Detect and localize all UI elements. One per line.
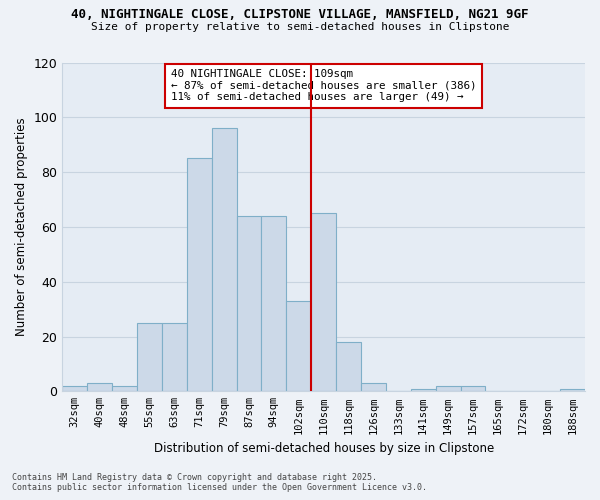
Bar — [436, 386, 461, 392]
Bar — [336, 342, 361, 392]
Bar — [137, 323, 162, 392]
Bar — [361, 383, 386, 392]
Bar — [461, 386, 485, 392]
Text: Size of property relative to semi-detached houses in Clipstone: Size of property relative to semi-detach… — [91, 22, 509, 32]
Bar — [87, 383, 112, 392]
Bar — [262, 216, 286, 392]
Text: 40, NIGHTINGALE CLOSE, CLIPSTONE VILLAGE, MANSFIELD, NG21 9GF: 40, NIGHTINGALE CLOSE, CLIPSTONE VILLAGE… — [71, 8, 529, 20]
Bar — [311, 213, 336, 392]
Bar — [411, 388, 436, 392]
Bar — [62, 386, 87, 392]
Bar — [187, 158, 212, 392]
Bar — [112, 386, 137, 392]
X-axis label: Distribution of semi-detached houses by size in Clipstone: Distribution of semi-detached houses by … — [154, 442, 494, 455]
Y-axis label: Number of semi-detached properties: Number of semi-detached properties — [15, 118, 28, 336]
Text: Contains HM Land Registry data © Crown copyright and database right 2025.
Contai: Contains HM Land Registry data © Crown c… — [12, 473, 427, 492]
Bar — [212, 128, 236, 392]
Bar — [162, 323, 187, 392]
Bar — [236, 216, 262, 392]
Text: 40 NIGHTINGALE CLOSE: 109sqm
← 87% of semi-detached houses are smaller (386)
11%: 40 NIGHTINGALE CLOSE: 109sqm ← 87% of se… — [171, 69, 476, 102]
Bar — [560, 388, 585, 392]
Bar — [286, 301, 311, 392]
